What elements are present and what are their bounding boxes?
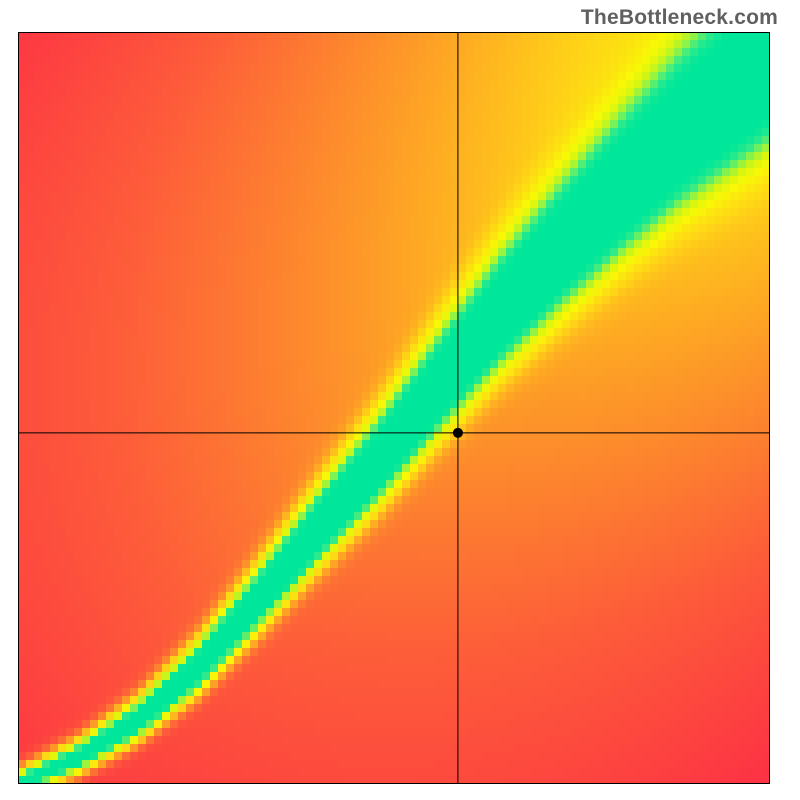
watermark-text: TheBottleneck.com [581,6,778,30]
plot-area [18,32,770,784]
heatmap-canvas [18,32,770,784]
chart-container: TheBottleneck.com [0,0,800,800]
